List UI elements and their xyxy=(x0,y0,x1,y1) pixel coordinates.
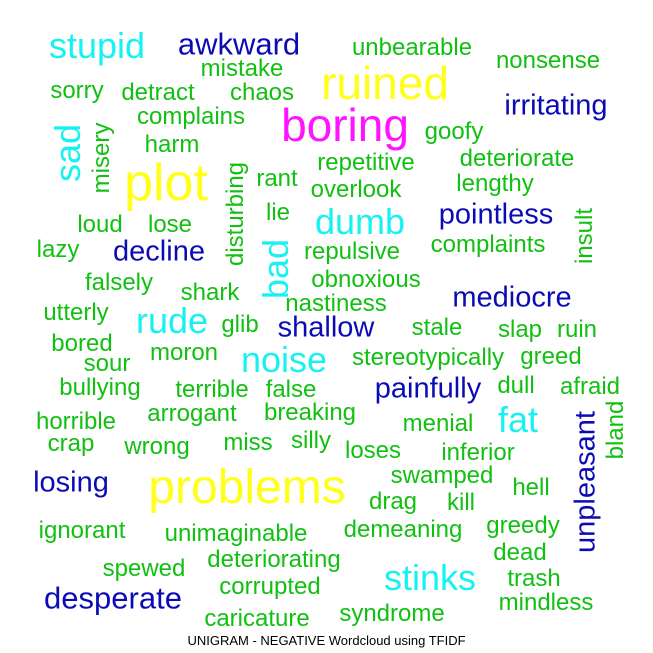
word-terrible: terrible xyxy=(175,376,249,403)
word-bored: bored xyxy=(51,330,113,357)
word-dull: dull xyxy=(497,372,535,399)
word-ignorant: ignorant xyxy=(38,517,126,544)
word-irritating: irritating xyxy=(504,89,608,122)
word-desperate: desperate xyxy=(44,580,182,616)
word-plot: plot xyxy=(124,154,208,212)
word-ruin: ruin xyxy=(556,316,598,343)
word-loses: loses xyxy=(344,437,402,464)
word-ruined: ruined xyxy=(321,57,449,109)
word-disturbing: disturbing xyxy=(222,161,249,267)
word-shark: shark xyxy=(180,279,240,306)
word-silly: silly xyxy=(291,427,331,454)
word-bullying: bullying xyxy=(59,374,141,401)
word-decline: decline xyxy=(113,235,205,268)
word-sad: sad xyxy=(47,123,88,183)
word-repetitive: repetitive xyxy=(317,149,415,176)
word-goofy: goofy xyxy=(424,118,484,145)
word-unpleasant: unpleasant xyxy=(569,411,602,553)
word-falsely: falsely xyxy=(84,269,154,296)
word-boring: boring xyxy=(281,99,409,151)
word-bland: bland xyxy=(602,400,629,460)
word-stupid: stupid xyxy=(48,25,146,66)
word-dumb: dumb xyxy=(314,201,406,242)
word-complaints: complaints xyxy=(430,231,546,258)
word-mediocre: mediocre xyxy=(452,281,572,314)
word-greedy: greedy xyxy=(486,512,560,539)
word-mindless: mindless xyxy=(498,589,594,616)
word-false: false xyxy=(265,376,317,403)
word-noise: noise xyxy=(240,339,328,380)
chart-caption: UNIGRAM - NEGATIVE Wordcloud using TFIDF xyxy=(187,633,466,648)
word-lengthy: lengthy xyxy=(456,170,534,197)
word-swamped: swamped xyxy=(390,462,494,489)
word-spewed: spewed xyxy=(102,555,186,582)
word-harm: harm xyxy=(144,131,200,158)
word-corrupted: corrupted xyxy=(219,573,321,600)
word-glib: glib xyxy=(221,311,259,338)
word-shallow: shallow xyxy=(277,311,375,344)
word-trash: trash xyxy=(507,565,561,592)
word-unbearable: unbearable xyxy=(351,34,473,61)
word-inferior: inferior xyxy=(441,439,515,466)
word-overlook: overlook xyxy=(310,176,402,203)
word-fat: fat xyxy=(497,399,539,440)
word-menial: menial xyxy=(402,410,474,437)
word-losing: losing xyxy=(33,466,109,499)
word-lie: lie xyxy=(265,199,291,226)
word-chaos: chaos xyxy=(229,79,295,106)
word-misery: misery xyxy=(88,122,115,194)
word-breaking: breaking xyxy=(263,399,357,426)
word-rude: rude xyxy=(135,300,209,341)
word-deteriorate: deteriorate xyxy=(459,145,575,172)
word-caricature: caricature xyxy=(204,605,310,632)
word-horrible: horrible xyxy=(35,408,117,435)
word-kill: kill xyxy=(447,489,475,516)
word-sour: sour xyxy=(83,350,131,377)
word-painfully: painfully xyxy=(374,372,482,405)
word-nastiness: nastiness xyxy=(285,290,387,317)
word-insult: insult xyxy=(571,207,598,265)
word-lazy: lazy xyxy=(36,236,80,263)
word-afraid: afraid xyxy=(559,373,621,400)
word-syndrome: syndrome xyxy=(339,600,445,627)
word-deteriorating: deteriorating xyxy=(207,546,341,573)
word-mistake: mistake xyxy=(200,55,284,82)
word-detract: detract xyxy=(121,79,195,106)
word-repulsive: repulsive xyxy=(303,238,401,265)
word-drag: drag xyxy=(368,488,418,515)
word-loud: loud xyxy=(77,211,123,238)
word-obnoxious: obnoxious xyxy=(311,266,421,293)
word-greed: greed xyxy=(520,343,582,370)
word-problems: problems xyxy=(148,461,346,514)
word-stereotypically: stereotypically xyxy=(351,344,505,371)
word-moron: moron xyxy=(149,339,219,366)
word-lose: lose xyxy=(147,211,193,238)
word-hell: hell xyxy=(512,474,550,501)
word-rant: rant xyxy=(256,165,298,192)
word-complains: complains xyxy=(136,103,246,130)
word-dead: dead xyxy=(493,539,547,566)
word-sorry: sorry xyxy=(50,77,104,104)
word-nonsense: nonsense xyxy=(495,47,601,74)
word-pointless: pointless xyxy=(438,198,554,231)
word-wrong: wrong xyxy=(124,433,190,460)
word-crap: crap xyxy=(47,430,95,457)
word-utterly: utterly xyxy=(43,299,109,326)
word-stinks: stinks xyxy=(383,557,477,598)
word-unimaginable: unimaginable xyxy=(164,520,308,547)
word-awkward: awkward xyxy=(177,26,301,62)
word-arrogant: arrogant xyxy=(147,400,237,427)
word-demeaning: demeaning xyxy=(343,516,463,543)
word-slap: slap xyxy=(497,316,543,343)
word-miss: miss xyxy=(223,429,273,456)
word-stale: stale xyxy=(411,314,463,341)
